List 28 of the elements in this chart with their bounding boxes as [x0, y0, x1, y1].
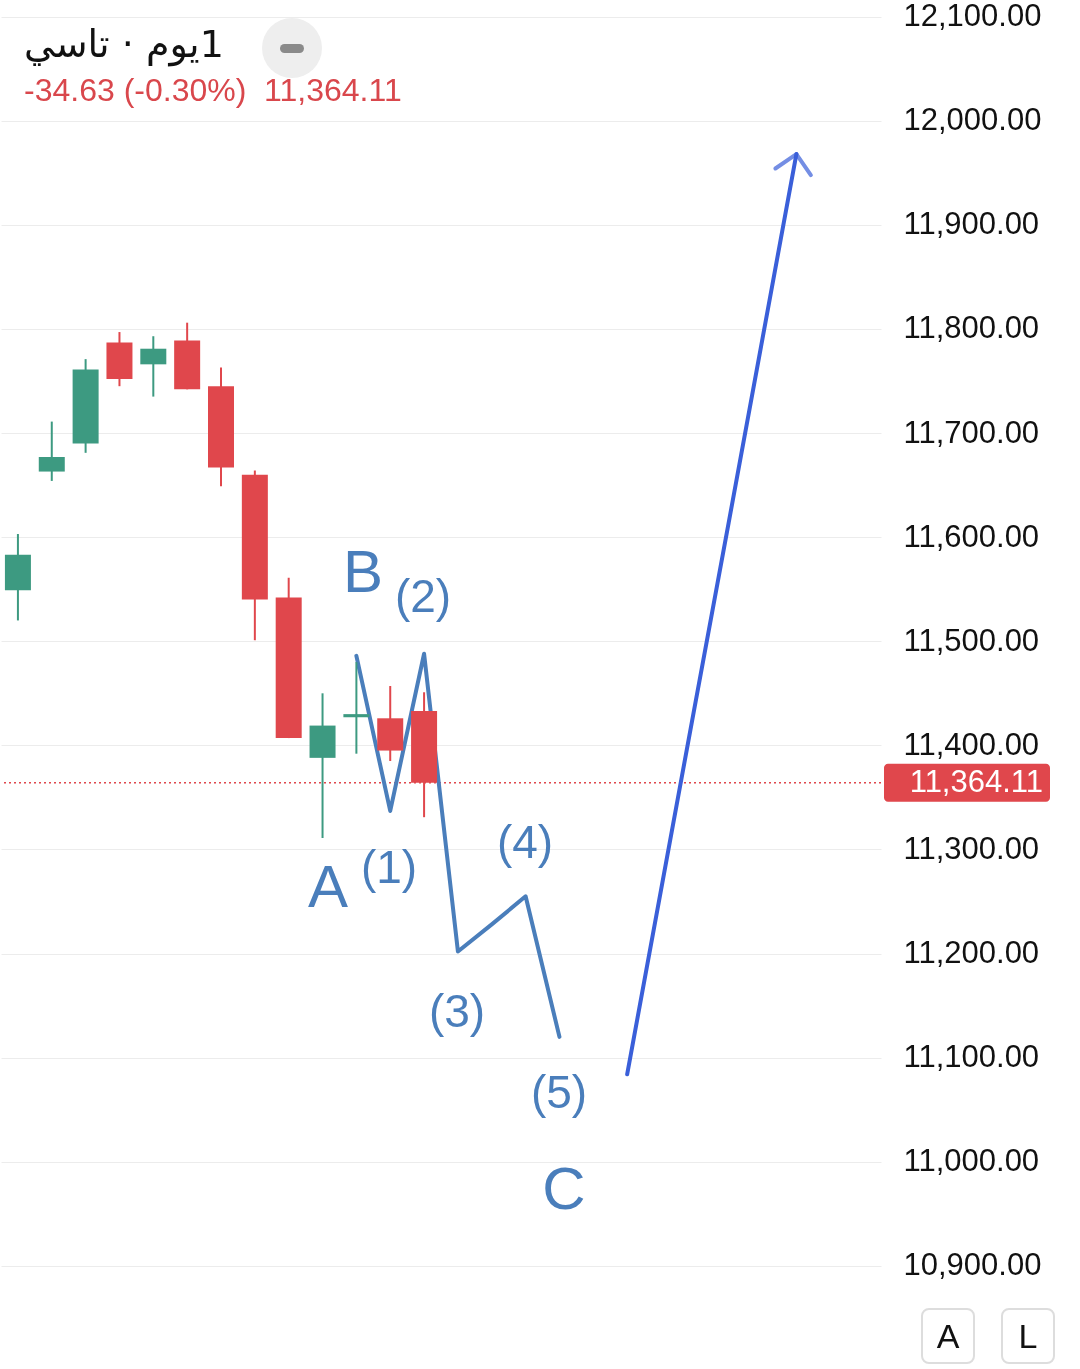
annotation: C [542, 1155, 586, 1222]
y-tick-label: 11,100.00 [903, 1039, 1040, 1075]
annotation: (2) [394, 570, 452, 622]
y-tick-label: 10,900.00 [903, 1247, 1042, 1283]
y-tick-label: 12,000.00 [903, 102, 1042, 138]
y-tick-label: 11,700.00 [903, 414, 1040, 450]
y-tick-label: 11,900.00 [903, 206, 1040, 242]
text: -34.63 (-0.30%) 11,364.11 [24, 72, 402, 109]
line-series [354, 651, 562, 1039]
y-tick-label: 11,200.00 [903, 935, 1040, 971]
y-tick-label: 11,400.00 [903, 726, 1040, 762]
annotation: (1) [360, 841, 418, 893]
annotation: A [307, 853, 349, 920]
y-tick-label: 11,500.00 [903, 622, 1040, 658]
annotation: (3) [428, 985, 486, 1037]
y-tick-label: 11,800.00 [903, 310, 1040, 346]
candlestick [343, 661, 370, 755]
text: 1يوم · تاسي [24, 22, 224, 66]
y-tick-label: 11,600.00 [903, 518, 1040, 554]
ref-line-label: 11,364.11 [909, 763, 1043, 799]
y-tick-label: 12,100.00 [903, 0, 1042, 34]
button: L [1001, 1308, 1055, 1364]
button: A [921, 1308, 975, 1364]
annotation: (4) [496, 816, 554, 868]
y-tick-label: 11,300.00 [903, 830, 1040, 866]
annotation: (5) [530, 1066, 588, 1118]
y-tick-label: 11,000.00 [903, 1143, 1040, 1179]
annotation: B [342, 538, 384, 605]
